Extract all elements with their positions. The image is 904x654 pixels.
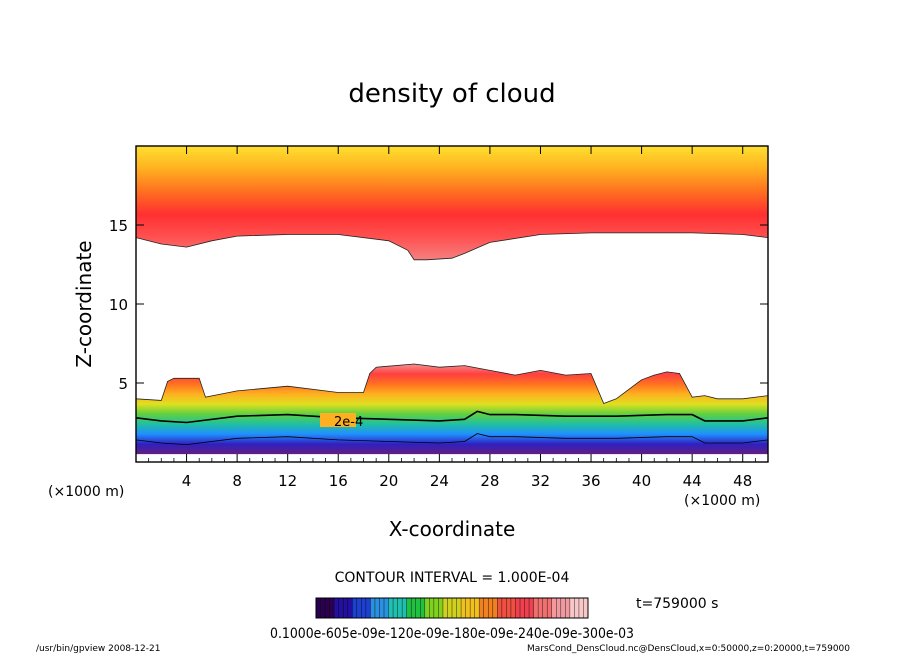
colorbar-tick-labels: 0.1000e-605e-09e-120e-09e-180e-09e-240e-… xyxy=(270,626,634,642)
y-tick-label: 10 xyxy=(109,296,128,314)
colorbar-swatch xyxy=(420,598,426,618)
upper-band-boundary xyxy=(136,232,768,261)
colorbar-swatch xyxy=(352,598,358,618)
plot-area: 2e-4 xyxy=(136,146,768,462)
colorbar-swatch xyxy=(501,598,507,618)
colorbar-swatch xyxy=(316,598,321,618)
colorbar-swatch xyxy=(402,598,407,618)
colorbar-swatch xyxy=(456,598,462,618)
y-tick-label: 5 xyxy=(118,375,128,393)
colorbar-swatch xyxy=(424,598,430,618)
colorbar-swatch xyxy=(533,598,539,618)
x-axis: 4 8 12 16 20 24 28 32 36 40 44 48 xyxy=(148,146,756,490)
x-tick-label: 32 xyxy=(531,472,550,490)
colorbar xyxy=(315,598,589,618)
colorbar-swatch xyxy=(406,598,412,618)
colorbar-swatch xyxy=(492,598,498,618)
x-tick-label: 20 xyxy=(379,472,398,490)
x-tick-label: 12 xyxy=(278,472,297,490)
colorbar-swatch xyxy=(542,598,548,618)
colorbar-swatch xyxy=(520,598,525,618)
colorbar-swatch xyxy=(433,598,439,618)
x-tick-label: 16 xyxy=(329,472,348,490)
colorbar-swatch xyxy=(465,598,471,618)
colorbar-swatch xyxy=(547,598,553,618)
colorbar-swatch xyxy=(452,598,457,618)
colorbar-swatch xyxy=(515,598,521,618)
colorbar-swatch xyxy=(556,598,562,618)
colorbar-swatch xyxy=(538,598,543,618)
contour-line-2e-4 xyxy=(136,410,768,424)
x-tick-label: 36 xyxy=(581,472,600,490)
colorbar-swatch xyxy=(461,598,466,618)
contour-label: 2e-4 xyxy=(334,415,363,430)
colorbar-swatch xyxy=(356,598,362,618)
chart-title: density of cloud xyxy=(348,79,555,109)
x-unit-left: (×1000 m) xyxy=(48,484,124,500)
colorbar-swatch xyxy=(388,598,394,618)
colorbar-swatch xyxy=(574,598,580,618)
lower-cloud-band xyxy=(136,364,768,455)
colorbar-swatch xyxy=(384,598,389,618)
contour-line-lower xyxy=(136,433,768,446)
colorbar-swatch xyxy=(397,598,403,618)
colorbar-swatch xyxy=(320,598,326,618)
colorbar-swatch xyxy=(334,598,339,618)
colorbar-swatch xyxy=(325,598,330,618)
colorbar-swatch xyxy=(583,598,589,618)
colorbar-swatch xyxy=(524,598,530,618)
colorbar-swatch xyxy=(347,598,353,618)
y-tick-label: 15 xyxy=(109,217,128,235)
colorbar-swatch xyxy=(569,598,575,618)
contour-label-background xyxy=(320,413,356,427)
colorbar-swatch xyxy=(483,598,489,618)
footer-left: /usr/bin/gpview 2008-12-21 xyxy=(36,644,160,654)
colorbar-swatch xyxy=(361,598,367,618)
colorbar-swatch xyxy=(343,598,349,618)
upper-cloud-band xyxy=(136,146,768,260)
colorbar-swatch xyxy=(442,598,448,618)
x-tick-label: 24 xyxy=(430,472,449,490)
colorbar-swatch xyxy=(438,598,444,618)
colorbar-swatch xyxy=(379,598,385,618)
colorbar-swatch xyxy=(488,598,494,618)
colorbar-swatch xyxy=(551,598,557,618)
colorbar-swatch xyxy=(529,598,534,618)
time-label: t=759000 s xyxy=(636,596,718,612)
colorbar-swatch xyxy=(506,598,512,618)
colorbar-swatch xyxy=(338,598,344,618)
colorbar-swatch xyxy=(447,598,453,618)
colorbar-swatch xyxy=(374,598,380,618)
x-tick-label: 48 xyxy=(733,472,752,490)
contour-interval-text: CONTOUR INTERVAL = 1.000E-04 xyxy=(335,570,570,586)
colorbar-swatch xyxy=(578,598,584,618)
x-tick-label: 8 xyxy=(232,472,242,490)
x-unit-right: (×1000 m) xyxy=(684,493,760,509)
colorbar-swatch xyxy=(497,598,503,618)
colorbar-frame xyxy=(315,597,589,619)
x-tick-label: 40 xyxy=(632,472,651,490)
x-tick-label: 4 xyxy=(182,472,192,490)
x-tick-label: 28 xyxy=(480,472,499,490)
footer-right: MarsCond_DensCloud.nc@DensCloud,x=0:5000… xyxy=(527,644,850,654)
colorbar-swatch xyxy=(415,598,421,618)
x-tick-label: 44 xyxy=(683,472,702,490)
colorbar-swatch xyxy=(510,598,516,618)
colorbar-swatch xyxy=(470,598,475,618)
x-axis-label: X-coordinate xyxy=(389,517,516,541)
colorbar-swatch xyxy=(429,598,435,618)
colorbar-swatch xyxy=(560,598,566,618)
colorbar-swatch xyxy=(411,598,417,618)
colorbar-swatch xyxy=(474,598,480,618)
colorbar-swatch xyxy=(370,598,376,618)
y-axis-label: Z-coordinate xyxy=(72,240,96,367)
colorbar-swatch xyxy=(393,598,398,618)
lower-band-boundary xyxy=(136,363,768,405)
colorbar-swatch xyxy=(329,598,335,618)
colorbar-swatch xyxy=(365,598,371,618)
y-axis: 5 10 15 xyxy=(109,217,768,393)
colorbar-swatch xyxy=(479,598,485,618)
colorbar-swatch xyxy=(565,598,571,618)
